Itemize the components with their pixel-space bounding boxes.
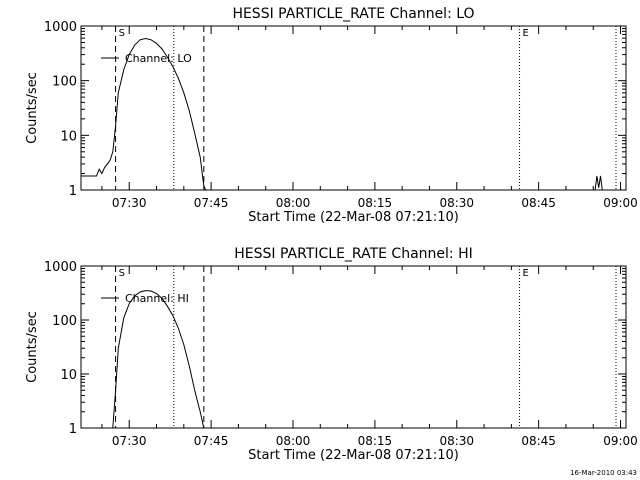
plot-frame xyxy=(80,265,627,429)
y-tick-label: 10 xyxy=(60,129,77,144)
x-tick-label: 08:15 xyxy=(358,196,393,210)
x-tick-label: 08:45 xyxy=(521,196,556,210)
y-tick-label: 100 xyxy=(52,75,77,90)
x-tick-label: 09:00 xyxy=(603,434,638,448)
x-tick-label: 08:15 xyxy=(358,434,393,448)
x-tick-label: 07:30 xyxy=(112,434,147,448)
y-axis-label: Counts/sec xyxy=(25,72,40,144)
x-tick-label: 07:30 xyxy=(112,196,147,210)
event-marker-label: E xyxy=(523,28,529,39)
x-axis-label: Start Time (22-Mar-08 07:21:10) xyxy=(248,210,459,225)
x-tick-label: 08:00 xyxy=(276,196,311,210)
chart-panel-lo: HESSI PARTICLE_RATE Channel: LO 07:30 07:4… xyxy=(25,6,638,225)
x-tick-label: 08:30 xyxy=(439,434,474,448)
legend-entry: Channel: HI xyxy=(125,292,189,305)
x-tick-label: 07:45 xyxy=(194,434,229,448)
y-axis-label: Counts/sec xyxy=(25,311,40,383)
x-tick-label: 08:45 xyxy=(521,434,556,448)
x-tick-label: 09:00 xyxy=(603,196,638,210)
y-tick-label: 100 xyxy=(52,314,77,329)
y-tick-label: 1000 xyxy=(44,260,77,275)
y-tick-label: 10 xyxy=(60,368,77,383)
chart-title: HESSI PARTICLE_RATE Channel: LO xyxy=(232,6,474,22)
series-line xyxy=(112,290,205,429)
x-axis-label: Start Time (22-Mar-08 07:21:10) xyxy=(248,448,459,463)
series-line-spike xyxy=(594,175,603,191)
chart-panel-hi: HESSI PARTICLE_RATE Channel: HI 07:30 07:4… xyxy=(25,246,638,463)
x-tick-label: 08:30 xyxy=(439,196,474,210)
event-marker-label: S xyxy=(119,268,125,279)
y-tick-label: 1 xyxy=(69,422,77,437)
footer-timestamp: 16-Mar-2010 03:43 xyxy=(570,469,637,477)
x-tick-label: 07:45 xyxy=(194,196,229,210)
y-tick-label: 1 xyxy=(69,184,77,199)
event-marker-label: E xyxy=(523,268,529,279)
series-line xyxy=(81,37,207,191)
event-marker-label: S xyxy=(119,28,125,39)
legend-entry: Channel: LO xyxy=(125,52,192,65)
plot-frame xyxy=(80,25,627,191)
y-tick-label: 1000 xyxy=(44,20,77,35)
x-tick-label: 08:00 xyxy=(276,434,311,448)
chart-title: HESSI PARTICLE_RATE Channel: HI xyxy=(234,246,472,262)
